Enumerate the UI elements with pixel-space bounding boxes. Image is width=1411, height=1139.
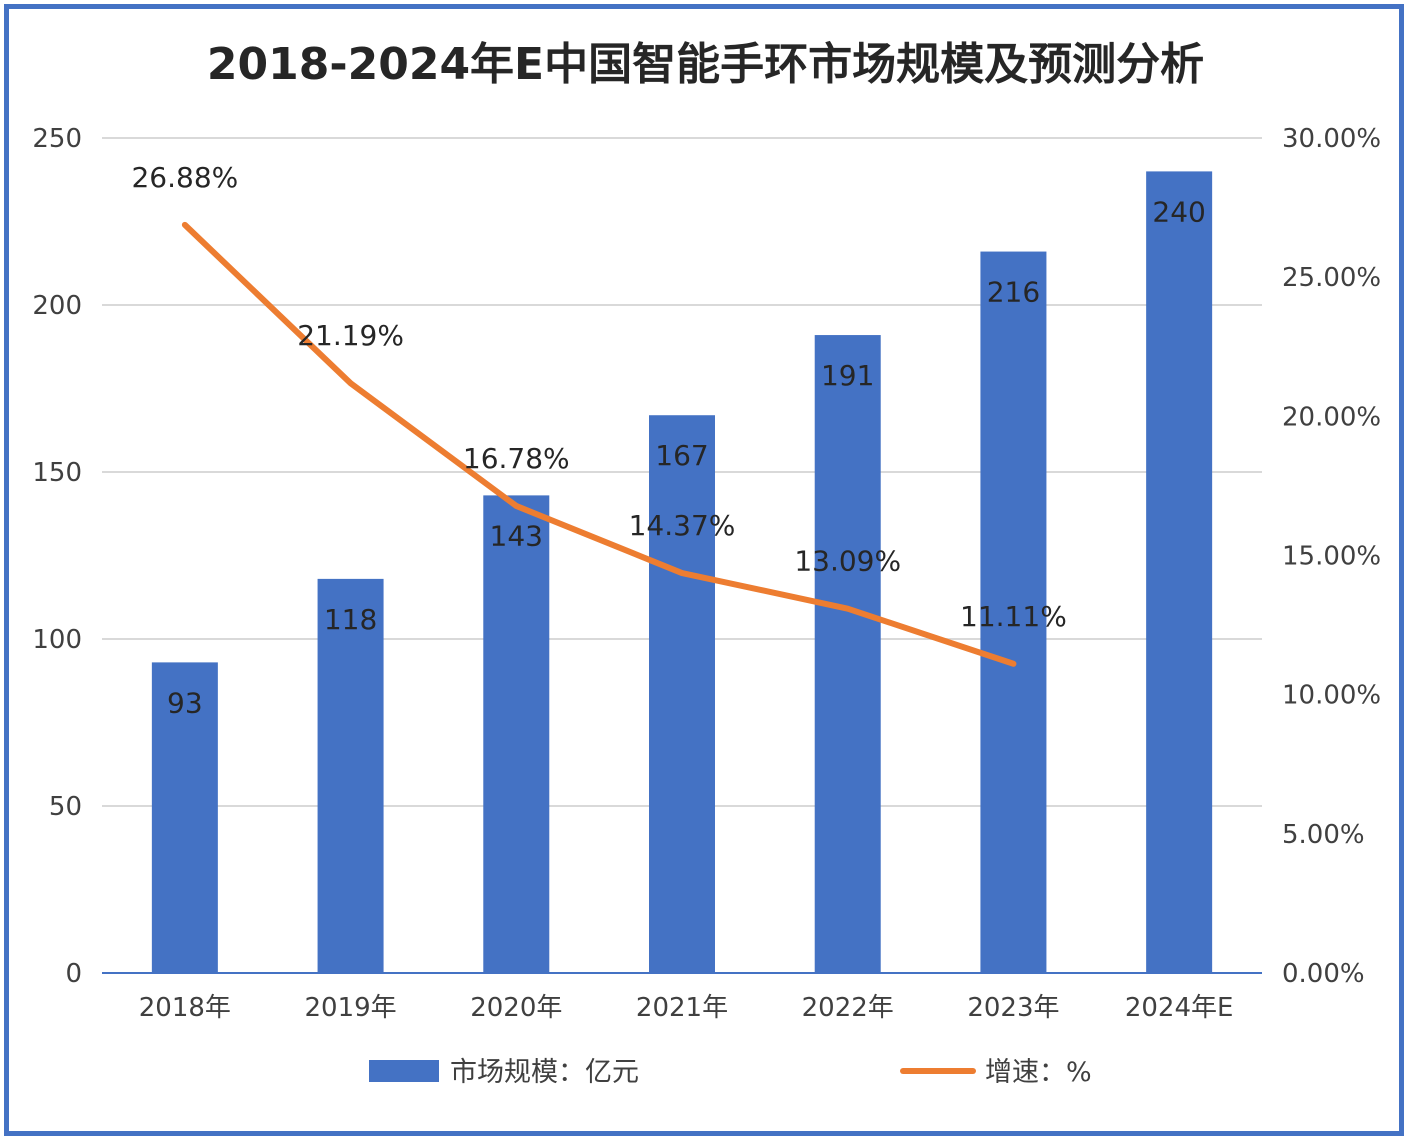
- x-tick-label: 2024年E: [1125, 993, 1234, 1023]
- y-left-tick-label: 250: [32, 124, 82, 154]
- bar-data-label: 118: [324, 603, 377, 636]
- x-tick-label: 2023年: [967, 993, 1059, 1023]
- x-tick-label: 2019年: [304, 993, 396, 1023]
- bar: [814, 335, 881, 973]
- y-left-tick-label: 150: [32, 458, 82, 488]
- bar: [151, 662, 218, 973]
- x-tick-label: 2022年: [802, 993, 894, 1023]
- y-left-tick-label: 100: [32, 625, 82, 655]
- data-labels: 93 118 143 167 191 216 240 26.88% 21.19% 16.78% 14…: [131, 161, 1205, 720]
- x-tick-label: 2018年: [139, 993, 231, 1023]
- line-path: [181, 221, 1017, 667]
- x-tick-label: 2021年: [636, 993, 728, 1023]
- y-right-tick-label: 15.00%: [1282, 542, 1381, 572]
- line-point: [847, 608, 849, 610]
- line-data-label: 11.11%: [960, 600, 1067, 633]
- y-right-tick-label: 10.00%: [1282, 681, 1381, 711]
- line-data-label: 21.19%: [297, 319, 404, 352]
- line-data-label: 16.78%: [463, 442, 570, 475]
- bar: [317, 578, 384, 973]
- y-right-tick-label: 5.00%: [1282, 820, 1365, 850]
- bar: [649, 415, 715, 974]
- y-left-tick-label: 0: [65, 959, 82, 989]
- line-point: [515, 505, 517, 507]
- bar-series: [151, 171, 1213, 974]
- legend-line-label: 增速：%: [985, 1057, 1092, 1088]
- y-right-tick-label: 25.00%: [1282, 263, 1381, 293]
- y-right-tick-label: 30.00%: [1282, 124, 1381, 154]
- line-series: [181, 221, 1017, 667]
- y-left-tick-label: 200: [32, 291, 82, 321]
- line-data-label: 26.88%: [131, 161, 238, 194]
- bar: [980, 251, 1047, 973]
- line-data-label: 14.37%: [629, 509, 736, 542]
- legend-bar-label: 市场规模：亿元: [450, 1057, 639, 1088]
- chart-title: 2018-2024年E中国智能手环市场规模及预测分析: [206, 39, 1205, 90]
- line-point: [1012, 663, 1014, 665]
- bar-data-label: 240: [1152, 195, 1205, 228]
- bar: [1146, 171, 1213, 973]
- bar: [483, 495, 550, 973]
- axes: 0 50 100 150 200 250 0.00% 5.00% 10.00% 15.00% 20.…: [32, 124, 1381, 1023]
- line-point: [681, 572, 683, 574]
- bar-data-label: 93: [167, 686, 203, 719]
- bar-data-label: 167: [655, 439, 708, 472]
- line-point: [350, 382, 352, 384]
- legend-bar-swatch: [369, 1060, 439, 1082]
- x-tick-label: 2020年: [470, 993, 562, 1023]
- y-right-tick-label: 0.00%: [1282, 959, 1365, 989]
- bar-data-label: 216: [987, 276, 1040, 309]
- bar-data-label: 191: [821, 359, 874, 392]
- y-right-tick-label: 20.00%: [1282, 402, 1381, 432]
- bar-data-label: 143: [490, 519, 543, 552]
- line-point: [184, 224, 186, 226]
- y-left-tick-label: 50: [49, 792, 82, 822]
- legend: 市场规模：亿元 增速：%: [369, 1057, 1092, 1088]
- line-data-label: 13.09%: [794, 545, 901, 578]
